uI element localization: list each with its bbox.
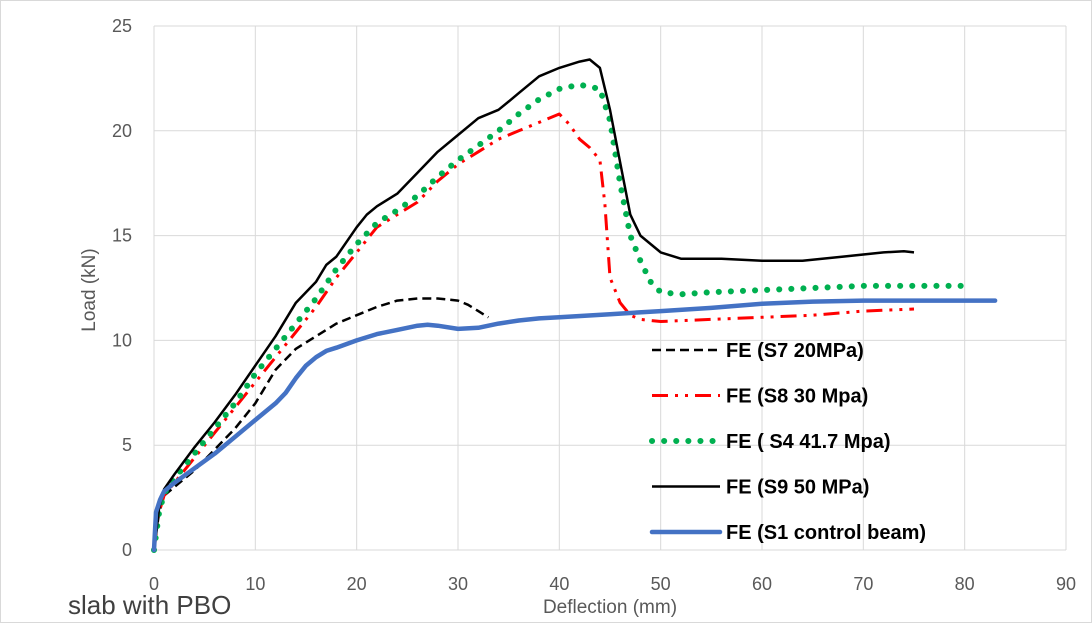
x-tick-label: 90	[1056, 574, 1076, 594]
y-axis-title: Load (kN)	[79, 248, 100, 331]
x-tick-label: 20	[347, 574, 367, 594]
x-axis-title: Deflection (mm)	[543, 597, 677, 618]
legend: FE (S7 20MPa) FE (S8 30 Mpa) FE ( S4 41.7 …	[649, 340, 926, 544]
tick-labels: 0 5 10 15 20 25 0 10 20 30 40 50 60 70 80 90	[112, 16, 1076, 594]
x-tick-label: 80	[955, 574, 975, 594]
y-tick-label: 15	[112, 226, 132, 246]
series-line	[151, 298, 998, 553]
chart-annotation: slab with PBO	[68, 590, 231, 620]
x-tick-label: 70	[853, 574, 873, 594]
x-tick-label: 30	[448, 574, 468, 594]
legend-label: FE (S9 50 MPa)	[726, 477, 869, 499]
series-line	[152, 58, 915, 551]
x-tick-label: 10	[245, 574, 265, 594]
y-tick-label: 20	[112, 121, 132, 141]
series-line	[152, 297, 490, 551]
x-tick-label: 60	[752, 574, 772, 594]
legend-label: FE (S7 20MPa)	[726, 340, 864, 362]
x-tick-label: 50	[651, 574, 671, 594]
series-lines	[151, 58, 998, 553]
legend-label: FE (S1 control beam)	[726, 522, 926, 544]
series-line	[152, 112, 915, 551]
x-tick-label: 0	[149, 574, 159, 594]
legend-label: FE ( S4 41.7 Mpa)	[726, 431, 891, 453]
grid	[153, 25, 1067, 551]
x-tick-label: 40	[549, 574, 569, 594]
y-tick-label: 5	[122, 435, 132, 455]
y-tick-label: 0	[122, 540, 132, 560]
legend-label: FE (S8 30 Mpa)	[726, 386, 868, 408]
y-tick-label: 10	[112, 330, 132, 350]
series-line	[151, 81, 968, 553]
y-tick-label: 25	[112, 16, 132, 36]
